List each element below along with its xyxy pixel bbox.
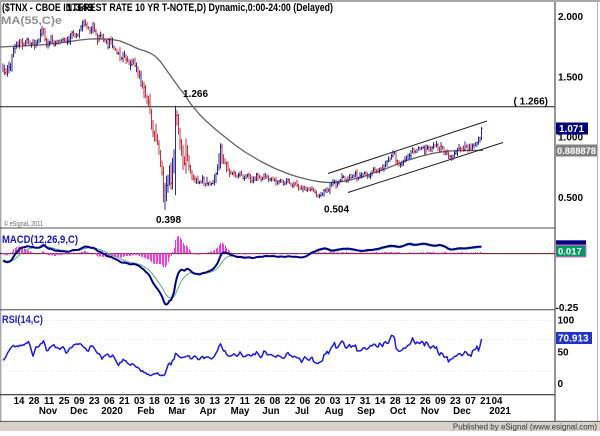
svg-text:100: 100 — [558, 316, 575, 327]
svg-text:Aug: Aug — [325, 406, 344, 417]
svg-text:Apr: Apr — [200, 406, 217, 417]
svg-text:04: 04 — [492, 396, 503, 407]
svg-text:26: 26 — [420, 396, 431, 407]
svg-text:23: 23 — [450, 396, 461, 407]
svg-text:17: 17 — [345, 396, 356, 407]
svg-text:02: 02 — [164, 396, 175, 407]
svg-text:1.500: 1.500 — [558, 71, 583, 83]
svg-text:50: 50 — [558, 348, 570, 359]
svg-text:13: 13 — [209, 396, 220, 407]
svg-text:03: 03 — [134, 396, 145, 407]
svg-text:08: 08 — [269, 396, 280, 407]
svg-text:28: 28 — [390, 396, 401, 407]
svg-text:16: 16 — [179, 396, 190, 407]
svg-text:( 1.266): ( 1.266) — [514, 97, 548, 108]
svg-text:09: 09 — [435, 396, 446, 407]
svg-text:0.504: 0.504 — [324, 205, 349, 216]
svg-text:1.266: 1.266 — [183, 89, 208, 100]
svg-text:Dec: Dec — [70, 406, 88, 417]
svg-text:20: 20 — [315, 396, 326, 407]
svg-text:Jul: Jul — [295, 406, 309, 417]
svg-text:0.500: 0.500 — [558, 192, 583, 204]
svg-text:25: 25 — [59, 396, 70, 407]
svg-text:1.000: 1.000 — [558, 132, 583, 144]
svg-text:09: 09 — [74, 396, 85, 407]
svg-text:28: 28 — [29, 396, 40, 407]
svg-text:1.071: 1.071 — [559, 124, 584, 135]
svg-text:12: 12 — [405, 396, 416, 407]
svg-text:11: 11 — [240, 396, 251, 407]
svg-text:0: 0 — [558, 379, 564, 390]
svg-text:Feb: Feb — [137, 406, 154, 417]
svg-text:21: 21 — [480, 396, 491, 407]
svg-text:14: 14 — [14, 396, 25, 407]
svg-text:31: 31 — [360, 396, 371, 407]
svg-text:Nov: Nov — [421, 406, 440, 417]
svg-text:0.888878: 0.888878 — [557, 146, 596, 157]
svg-text:06: 06 — [300, 396, 311, 407]
svg-text:-0.25: -0.25 — [556, 303, 579, 314]
svg-text:MACD(12,26,9,C): MACD(12,26,9,C) — [2, 234, 78, 246]
svg-text:Jun: Jun — [262, 406, 279, 417]
svg-text:07: 07 — [465, 396, 476, 407]
svg-text:11: 11 — [44, 396, 55, 407]
svg-text:30: 30 — [194, 396, 205, 407]
svg-text:23: 23 — [89, 396, 100, 407]
svg-text:26: 26 — [254, 396, 265, 407]
svg-text:06: 06 — [104, 396, 115, 407]
svg-text:© eSignal, 2011: © eSignal, 2011 — [4, 220, 43, 228]
svg-text:Sep: Sep — [357, 406, 375, 417]
svg-text:Oct: Oct — [390, 406, 407, 417]
svg-text:2021: 2021 — [489, 406, 511, 417]
svg-text:Nov: Nov — [39, 406, 58, 417]
svg-text:0.398: 0.398 — [156, 215, 181, 226]
svg-text:Dec: Dec — [453, 406, 471, 417]
svg-text:18: 18 — [149, 396, 160, 407]
svg-text:May: May — [231, 406, 250, 417]
svg-text:22: 22 — [285, 396, 296, 407]
svg-text:Published by eSignal (www.esig: Published by eSignal (www.esignal.com) — [453, 423, 597, 432]
svg-text:21: 21 — [119, 396, 130, 407]
svg-text:RSI(14,C): RSI(14,C) — [2, 314, 43, 326]
svg-text:1.349: 1.349 — [66, 2, 94, 14]
svg-text:0.017: 0.017 — [558, 247, 582, 258]
svg-text:2.000: 2.000 — [558, 11, 583, 23]
svg-text:70.913: 70.913 — [558, 334, 589, 345]
svg-text:14: 14 — [375, 396, 386, 407]
svg-text:($TNX - CBOE INTEREST RATE 10: ($TNX - CBOE INTEREST RATE 10 YR T-NOTE,… — [2, 2, 333, 14]
svg-text:Mar: Mar — [168, 406, 185, 417]
svg-text:03: 03 — [330, 396, 341, 407]
svg-text:2020: 2020 — [101, 406, 123, 417]
svg-text:MA(55,C)e: MA(55,C)e — [1, 15, 62, 27]
svg-text:27: 27 — [224, 396, 235, 407]
